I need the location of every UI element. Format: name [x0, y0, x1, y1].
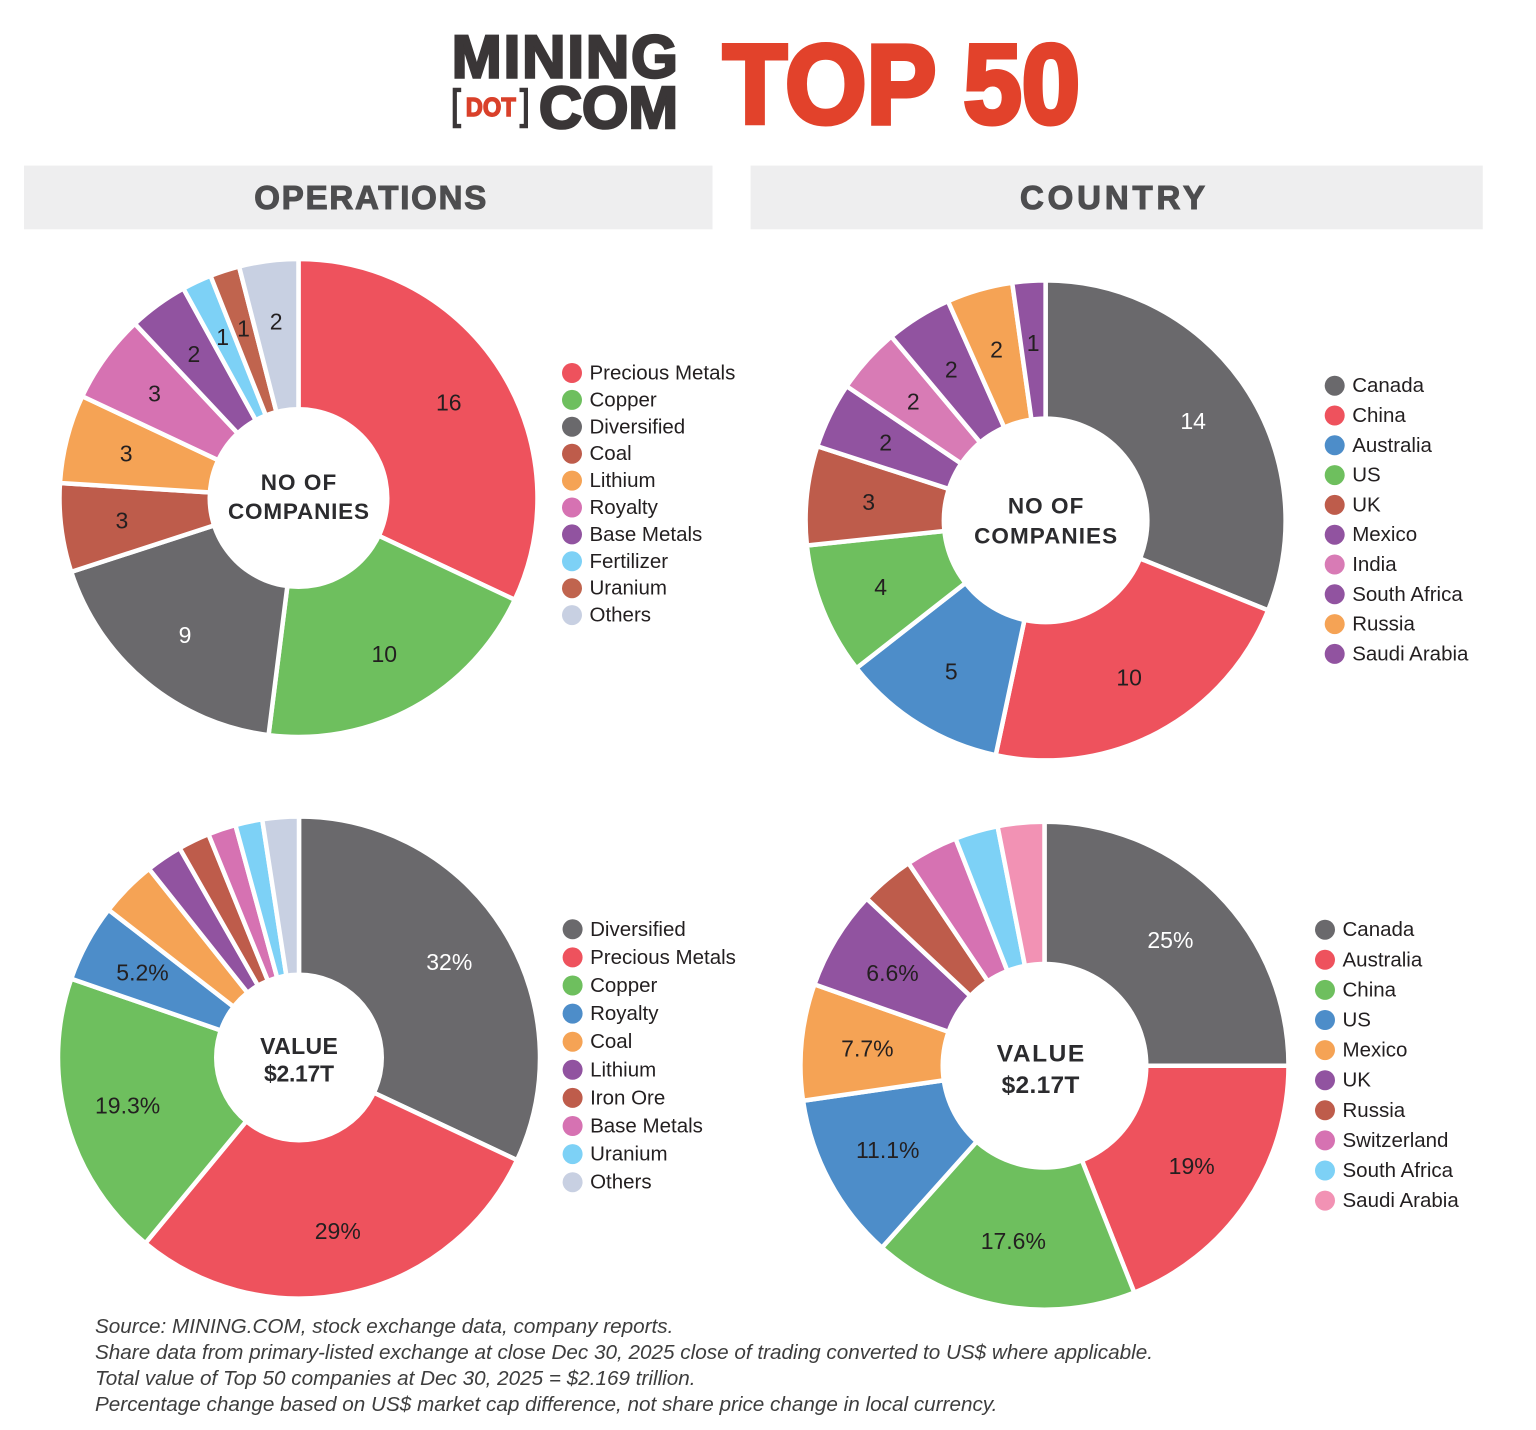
- svg-text:19%: 19%: [1169, 1153, 1215, 1179]
- svg-text:NO OF: NO OF: [1008, 494, 1084, 519]
- svg-text:Mexico: Mexico: [1343, 1039, 1408, 1062]
- svg-text:Total value of Top 50 companie: Total value of Top 50 companies at Dec 3…: [95, 1367, 696, 1390]
- svg-text:Uranium: Uranium: [590, 1143, 667, 1166]
- svg-text:Uranium: Uranium: [590, 577, 667, 600]
- svg-text:Copper: Copper: [590, 388, 657, 411]
- svg-text:2: 2: [990, 336, 1003, 362]
- svg-text:VALUE: VALUE: [997, 1041, 1085, 1068]
- svg-text:$2.17T: $2.17T: [264, 1061, 334, 1087]
- svg-text:1: 1: [216, 324, 229, 350]
- svg-text:19.3%: 19.3%: [95, 1093, 160, 1119]
- svg-text:9: 9: [179, 622, 192, 648]
- svg-text:6.6%: 6.6%: [866, 960, 918, 986]
- svg-text:29%: 29%: [315, 1218, 361, 1244]
- svg-text:$2.17T: $2.17T: [1002, 1072, 1080, 1099]
- svg-text:2: 2: [907, 388, 920, 414]
- svg-text:UK: UK: [1352, 493, 1381, 516]
- svg-text:UK: UK: [1343, 1069, 1372, 1092]
- svg-text:Precious Metals: Precious Metals: [590, 946, 736, 969]
- svg-text:Share data from primary-listed: Share data from primary-listed exchange …: [95, 1341, 1153, 1364]
- svg-text:Lithium: Lithium: [590, 1058, 656, 1081]
- svg-text:Canada: Canada: [1352, 374, 1424, 397]
- svg-text:US: US: [1343, 1009, 1371, 1032]
- svg-text:COMPANIES: COMPANIES: [974, 523, 1117, 548]
- svg-text:China: China: [1352, 404, 1406, 427]
- svg-text:Mexico: Mexico: [1352, 523, 1417, 546]
- svg-text:DOT: DOT: [466, 92, 516, 122]
- svg-text:32%: 32%: [426, 949, 472, 975]
- svg-text:Royalty: Royalty: [590, 1002, 659, 1025]
- svg-text:2: 2: [270, 308, 283, 334]
- svg-text:Lithium: Lithium: [590, 469, 656, 492]
- svg-text:Australia: Australia: [1352, 434, 1432, 457]
- svg-text:25%: 25%: [1147, 927, 1193, 953]
- svg-text:10: 10: [372, 641, 398, 667]
- svg-text:Copper: Copper: [590, 974, 657, 997]
- svg-text:Others: Others: [590, 604, 652, 627]
- svg-text:2: 2: [945, 356, 958, 382]
- svg-text:OPERATIONS: OPERATIONS: [254, 179, 486, 216]
- svg-text:US: US: [1352, 464, 1380, 487]
- svg-text:Australia: Australia: [1343, 948, 1423, 971]
- svg-text:17.6%: 17.6%: [981, 1228, 1046, 1254]
- svg-text:3: 3: [862, 489, 875, 515]
- svg-text:5: 5: [945, 658, 958, 684]
- svg-text:14: 14: [1180, 408, 1206, 434]
- svg-text:Fertilizer: Fertilizer: [590, 550, 669, 573]
- svg-text:TOP 50: TOP 50: [723, 22, 1080, 147]
- svg-text:3: 3: [116, 507, 129, 533]
- svg-text:Canada: Canada: [1343, 918, 1415, 941]
- svg-text:1: 1: [237, 316, 250, 342]
- svg-text:Coal: Coal: [590, 442, 632, 465]
- svg-text:2: 2: [879, 429, 892, 455]
- svg-text:Percentage change based on US$: Percentage change based on US$ market ca…: [95, 1393, 997, 1416]
- svg-text:Royalty: Royalty: [590, 496, 659, 519]
- svg-text:Russia: Russia: [1352, 613, 1415, 636]
- svg-text:Diversified: Diversified: [590, 918, 686, 941]
- svg-text:South Africa: South Africa: [1352, 583, 1463, 606]
- svg-text:3: 3: [148, 380, 161, 406]
- svg-text:NO OF: NO OF: [261, 470, 337, 495]
- svg-text:Iron Ore: Iron Ore: [590, 1086, 665, 1109]
- svg-text:VALUE: VALUE: [260, 1033, 338, 1059]
- svg-text:China: China: [1343, 978, 1397, 1001]
- svg-text:7.7%: 7.7%: [841, 1035, 893, 1061]
- svg-text:10: 10: [1116, 665, 1142, 691]
- svg-text:COMPANIES: COMPANIES: [228, 499, 369, 524]
- svg-text:Others: Others: [590, 1171, 652, 1194]
- svg-text:Russia: Russia: [1343, 1099, 1406, 1122]
- svg-text:Source: MINING.COM, stock exch: Source: MINING.COM, stock exchange data,…: [95, 1315, 673, 1338]
- svg-text:Coal: Coal: [590, 1030, 632, 1053]
- svg-text:Saudi Arabia: Saudi Arabia: [1343, 1189, 1460, 1212]
- svg-text:Switzerland: Switzerland: [1343, 1129, 1449, 1152]
- svg-text:Saudi Arabia: Saudi Arabia: [1352, 642, 1469, 665]
- svg-text:4: 4: [874, 574, 887, 600]
- svg-text:16: 16: [436, 390, 462, 416]
- svg-text:India: India: [1352, 553, 1397, 576]
- svg-text:11.1%: 11.1%: [856, 1137, 920, 1163]
- svg-text:Base Metals: Base Metals: [590, 1115, 703, 1138]
- svg-text:1: 1: [1027, 330, 1040, 356]
- svg-text:COUNTRY: COUNTRY: [1020, 179, 1205, 216]
- svg-text:Base Metals: Base Metals: [590, 523, 703, 546]
- svg-text:Diversified: Diversified: [590, 415, 686, 438]
- svg-text:5.2%: 5.2%: [116, 960, 168, 986]
- svg-text:COM: COM: [539, 75, 678, 141]
- svg-text:MINING: MINING: [452, 24, 678, 91]
- svg-text:South Africa: South Africa: [1343, 1159, 1454, 1182]
- svg-text:3: 3: [120, 441, 133, 467]
- svg-text:Precious Metals: Precious Metals: [590, 362, 736, 385]
- svg-text:2: 2: [188, 341, 201, 367]
